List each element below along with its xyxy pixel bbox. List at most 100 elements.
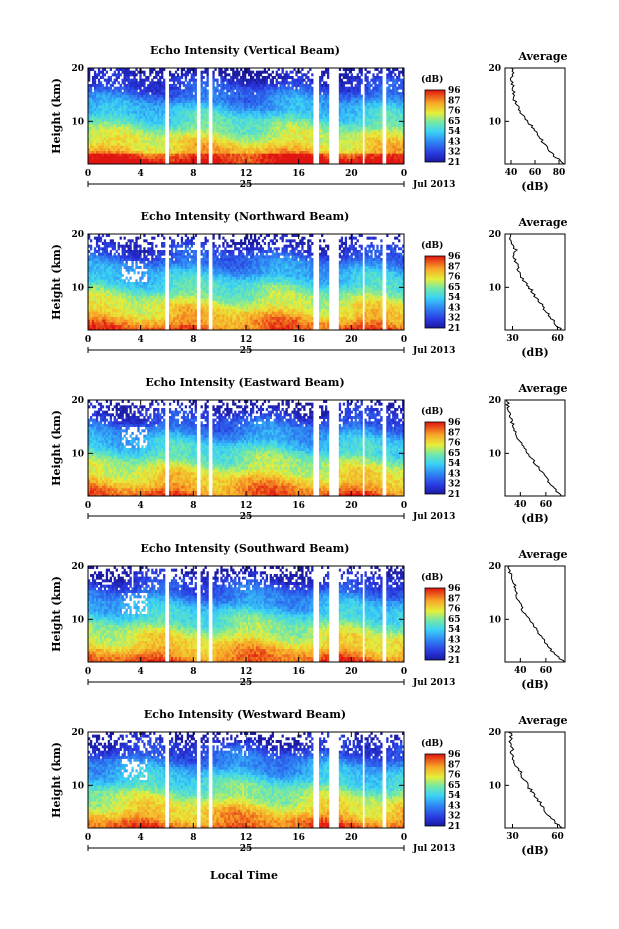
heatmap-cell — [93, 118, 97, 122]
heatmap-cell — [344, 97, 348, 101]
heatmap-cell — [307, 92, 310, 95]
heatmap-cell — [222, 78, 225, 82]
heatmap-cell — [184, 100, 188, 103]
heatmap-cell — [346, 142, 349, 146]
heatmap-cell — [289, 89, 292, 93]
heatmap-cell — [172, 84, 176, 87]
heatmap-cell — [135, 129, 138, 133]
heatmap-cell — [95, 86, 99, 90]
heatmap-cell — [88, 148, 91, 151]
heatmap-cell — [204, 134, 207, 138]
heatmap-cell — [263, 110, 267, 114]
heatmap-cell — [311, 94, 314, 98]
heatmap-cell — [159, 150, 162, 154]
heatmap-cell — [194, 108, 197, 111]
heatmap-cell — [224, 121, 227, 125]
heatmap-cell — [350, 94, 353, 98]
heatmap-cell — [364, 113, 367, 117]
heatmap-cell — [374, 113, 377, 117]
heatmap-cell — [188, 68, 191, 71]
heatmap-cell — [378, 116, 381, 119]
heatmap-cell — [178, 140, 182, 143]
heatmap-cell — [344, 132, 348, 135]
heatmap-cell — [192, 73, 195, 77]
heatmap-cell — [188, 150, 191, 154]
heatmap-cell — [325, 153, 328, 157]
heatmap-cell — [390, 148, 393, 151]
heatmap-cell — [95, 105, 99, 109]
heatmap-cell — [344, 129, 348, 133]
heatmap-cell — [216, 137, 219, 141]
heatmap-cell — [251, 137, 255, 141]
heatmap-cell — [293, 81, 296, 85]
heatmap-cell — [326, 148, 330, 151]
heatmap-cell — [354, 78, 357, 82]
heatmap-cell — [348, 148, 351, 151]
heatmap-cell — [127, 327, 130, 331]
heatmap-cell — [186, 68, 190, 71]
heatmap-cell — [346, 327, 349, 331]
heatmap-cell — [143, 158, 146, 162]
heatmap-cell — [323, 327, 326, 331]
heatmap-cell — [222, 110, 225, 114]
heatmap-cell — [263, 129, 267, 133]
heatmap-cell — [388, 100, 391, 103]
heatmap-cell — [190, 140, 193, 143]
heatmap-cell — [289, 76, 292, 79]
heatmap-cell — [91, 108, 95, 111]
heatmap-cell — [190, 76, 193, 79]
heatmap-cell — [188, 148, 191, 151]
heatmap-cell — [141, 78, 144, 82]
heatmap-cell — [95, 140, 99, 143]
heatmap-cell — [319, 153, 322, 157]
heatmap-cell — [240, 76, 243, 79]
heatmap-cell — [253, 116, 257, 119]
heatmap-cell — [265, 86, 269, 90]
heatmap-cell — [178, 134, 182, 138]
heatmap-cell — [234, 84, 237, 87]
heatmap-cell — [394, 73, 397, 77]
heatmap-cell — [354, 84, 357, 87]
heatmap-cell — [186, 137, 190, 141]
heatmap-cell — [141, 145, 144, 149]
heatmap-cell — [159, 158, 162, 162]
heatmap-cell — [342, 148, 346, 151]
heatmap-cell — [89, 92, 93, 95]
heatmap-cell — [291, 142, 294, 146]
heatmap-cell — [131, 132, 134, 135]
heatmap-cell — [174, 121, 178, 125]
heatmap-cell — [247, 78, 251, 82]
heatmap-cell — [388, 118, 391, 122]
heatmap-cell — [228, 100, 231, 103]
heatmap-cell — [392, 118, 395, 122]
heatmap-cell — [95, 121, 99, 125]
heatmap-cell — [155, 150, 158, 154]
heatmap-cell — [111, 118, 114, 122]
heatmap-cell — [307, 110, 310, 114]
heatmap-cell — [220, 113, 223, 117]
heatmap-cell — [285, 78, 288, 82]
heatmap-cell — [232, 78, 235, 82]
heatmap-cell — [172, 140, 176, 143]
heatmap-cell — [242, 86, 245, 90]
heatmap-cell — [386, 76, 389, 79]
heatmap-cell — [265, 132, 269, 135]
heatmap-cell — [283, 161, 286, 165]
heatmap-cell — [147, 76, 150, 79]
profile-x-tick-label: 80 — [553, 168, 566, 178]
heatmap-cell — [396, 126, 399, 130]
heatmap-cell — [271, 110, 274, 114]
heatmap-cell — [168, 108, 172, 111]
heatmap-cell — [93, 153, 97, 157]
heatmap-cell — [338, 86, 342, 90]
heatmap-cell — [143, 86, 146, 90]
heatmap-cell — [170, 158, 174, 162]
heatmap-cell — [242, 97, 245, 101]
heatmap-cell — [232, 134, 235, 138]
heatmap-cell — [267, 86, 270, 90]
heatmap-cell — [319, 113, 322, 117]
heatmap-cell — [91, 132, 95, 135]
heatmap-cell — [309, 158, 312, 162]
heatmap-cell — [394, 108, 397, 111]
heatmap-cell — [147, 78, 150, 82]
